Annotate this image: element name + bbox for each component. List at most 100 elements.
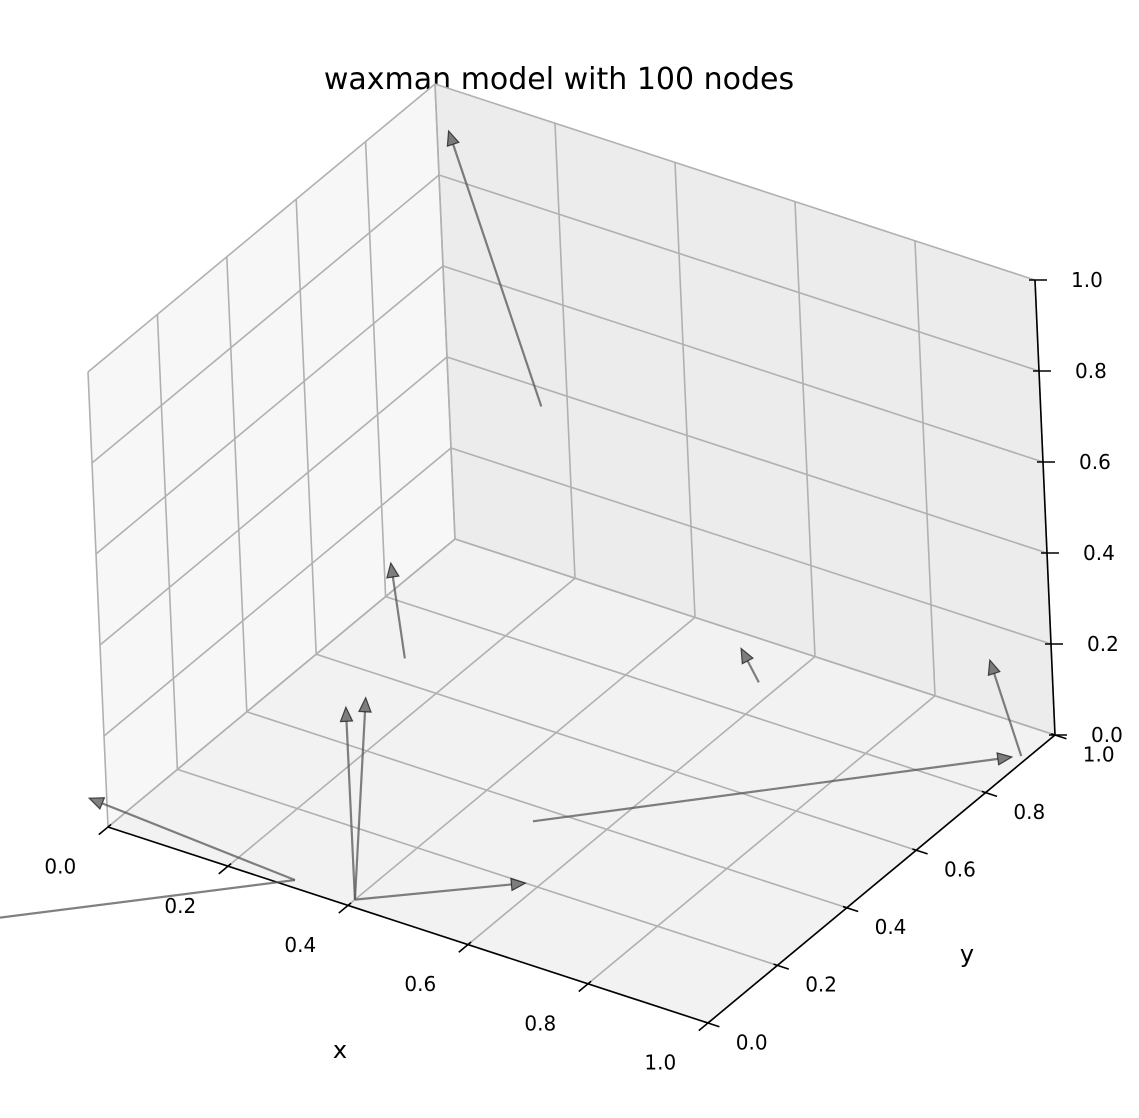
chart-title: waxman model with 100 nodes [324, 62, 794, 97]
edge-line-3 [532, 757, 999, 823]
edge-1 [386, 561, 406, 659]
y-axis-line [707, 734, 1056, 1024]
x-tick-label-0-mark [98, 823, 112, 836]
edge-line-4 [993, 673, 1023, 757]
y-tick-label-1: 0.2 [805, 973, 837, 997]
grid-left-z-0 [107, 538, 456, 828]
z-tick-label-1: 0.2 [1087, 632, 1119, 656]
grid-left-y-2 [226, 256, 248, 712]
axis-panes [88, 84, 1055, 1023]
axis-lines [98, 279, 1067, 1032]
edge-arrowhead-3 [996, 752, 1014, 766]
edge-line-9 [0, 878, 296, 919]
back-pane [435, 84, 1055, 735]
edge-line-6 [353, 711, 367, 900]
floor-pane [108, 539, 1055, 1023]
edge-5 [339, 705, 357, 900]
x-tick-label-1: 0.2 [164, 894, 196, 918]
y-tick-label-3-mark [912, 848, 928, 855]
grid-floor-x-3 [467, 655, 816, 946]
y-tick-label-3: 0.6 [944, 858, 976, 882]
edge-arrowhead-1 [386, 561, 400, 579]
grid-floor-x-1 [227, 577, 576, 867]
z-tick-label-5: 1.0 [1071, 268, 1103, 292]
edge-0 [446, 129, 543, 407]
grid-back-x-1 [554, 123, 576, 579]
edge-line-1 [391, 576, 406, 659]
grid-left-y-1 [156, 314, 179, 770]
edge-9 [0, 878, 296, 919]
edge-line-5 [345, 721, 357, 900]
edge-7 [354, 877, 527, 901]
x-tick-label-3: 0.6 [404, 972, 436, 996]
grid-left-z-4 [91, 174, 440, 464]
edge-arrowhead-2 [740, 647, 754, 665]
edge-arrowhead-7 [510, 877, 527, 892]
edge-arrowhead-6 [358, 696, 372, 713]
grid-floor-y-1 [177, 768, 778, 967]
x-tick-label-1-mark [218, 863, 232, 875]
y-tick-label-4: 0.8 [1013, 800, 1045, 824]
y-axis-label: y [960, 940, 974, 968]
grid-left-z-3 [95, 265, 444, 555]
left-pane [88, 84, 455, 827]
grid-left-z-5 [87, 83, 436, 373]
edge-arrowhead-5 [339, 705, 354, 723]
grid-back-z-5 [434, 83, 1036, 281]
y-tick-label-2: 0.4 [875, 915, 907, 939]
grid-back-z-2 [446, 356, 1048, 554]
edge-3 [532, 752, 1014, 823]
z-tick-label-4: 0.8 [1075, 359, 1107, 383]
grid-left-y-5 [434, 83, 456, 540]
grid-left-z-1 [103, 447, 452, 737]
edge-arrowhead-8 [87, 797, 106, 810]
z-tick-label-0: 0.0 [1091, 723, 1123, 747]
grid-back-x-4 [914, 240, 936, 696]
x-axis-label: x [333, 1036, 347, 1064]
grid-back-x-2 [674, 162, 696, 618]
x-tick-label-5-mark [698, 1019, 712, 1032]
edge-6 [353, 696, 372, 900]
edge-line-2 [746, 660, 760, 683]
edge-line-7 [354, 883, 512, 901]
x-tick-label-5: 1.0 [644, 1051, 676, 1075]
grid-left-y-0 [87, 371, 109, 828]
edge-8 [87, 797, 296, 882]
grid-floor-y-5 [454, 538, 1056, 736]
grid-floor-x-2 [347, 616, 696, 907]
x-tick-label-4-mark [578, 980, 592, 993]
z-axis-line [1034, 279, 1056, 736]
edge-line-0 [452, 143, 543, 407]
edge-line-8 [101, 802, 296, 882]
y-tick-label-2-mark [842, 905, 859, 913]
x-tick-label-4: 0.8 [524, 1011, 556, 1035]
y-tick-label-4-mark [981, 790, 998, 798]
grid-back-z-1 [450, 447, 1052, 645]
edge-4 [987, 658, 1023, 757]
edge-2 [740, 647, 760, 683]
x-tick-label-2: 0.4 [284, 933, 316, 957]
x-axis-line [107, 826, 709, 1024]
grid-back-x-3 [794, 201, 816, 657]
y-tick-label-0: 0.0 [736, 1030, 768, 1054]
x-tick-label-3-mark [458, 941, 472, 953]
grid-left-y-3 [295, 199, 317, 655]
grid-floor-y-3 [315, 653, 917, 851]
z-tick-label-2: 0.4 [1083, 541, 1115, 565]
grid-floor-x-4 [587, 695, 936, 985]
y-tick-label-0-mark [703, 1020, 720, 1028]
x-tick-label-2-mark [338, 902, 352, 914]
edge-arrowhead-4 [987, 658, 1001, 677]
z-tick-label-3: 0.6 [1079, 450, 1111, 474]
y-tick-label-5: 1.0 [1083, 742, 1115, 766]
x-tick-label-0: 0.0 [44, 855, 76, 879]
grid-left-z-2 [99, 356, 448, 646]
grid-left-y-4 [364, 141, 387, 597]
grid-back-z-4 [438, 174, 1040, 372]
edge-arrowhead-0 [446, 129, 460, 147]
graph-edges [0, 129, 1023, 919]
tick-labels: 0.00.20.40.60.81.00.00.20.40.60.81.00.00… [44, 268, 1122, 1075]
grid-back-z-3 [442, 265, 1044, 463]
grid-floor-y-4 [385, 595, 986, 794]
